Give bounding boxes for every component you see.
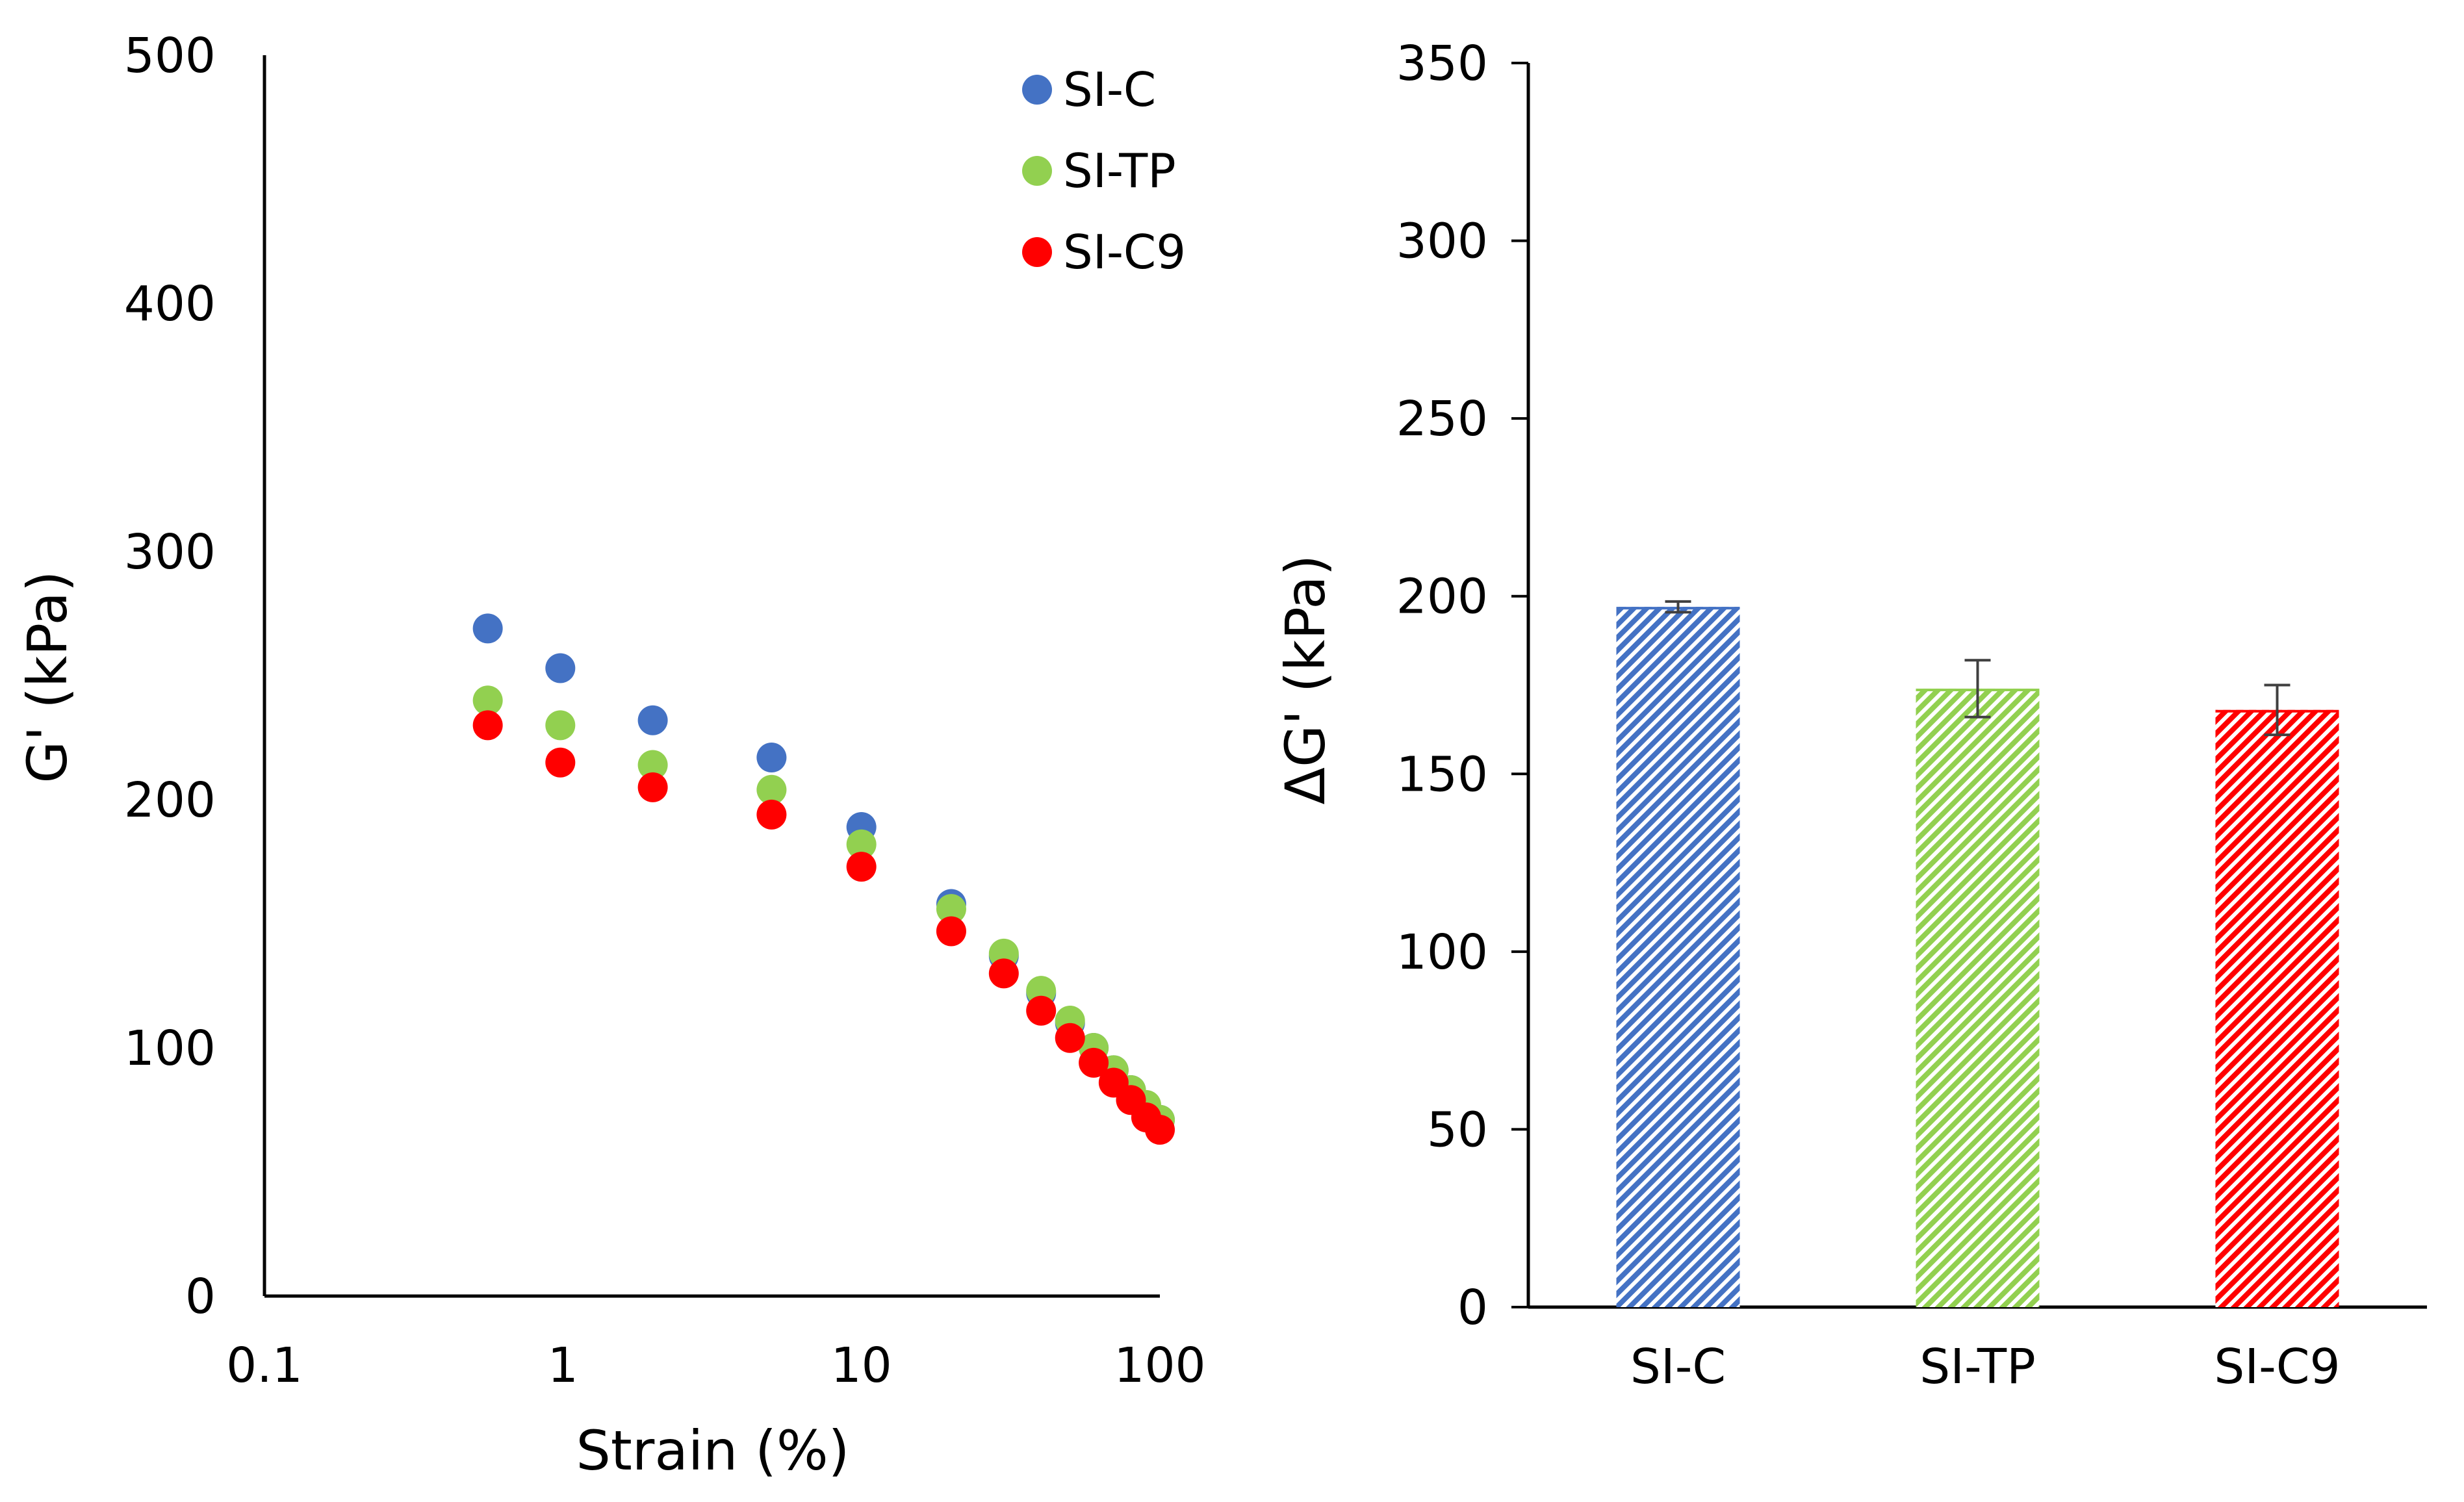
scatter-point-si-tp — [756, 774, 787, 805]
bar-y-tick-label: 0 — [1457, 1280, 1488, 1336]
scatter-point-si-c9 — [1026, 995, 1057, 1026]
scatter-point-si-c — [472, 613, 503, 644]
scatter-point-si-tp — [637, 750, 668, 780]
scatter-point-si-c9 — [1145, 1115, 1175, 1145]
scatter-point-si-tp — [846, 829, 877, 859]
scatter-point-si-tp — [936, 894, 966, 924]
scatter-point-si-tp — [472, 685, 503, 716]
scatter-point-si-c — [545, 653, 576, 683]
bar-y-tick-label: 250 — [1396, 391, 1488, 447]
bar-y-tick-label: 100 — [1396, 924, 1488, 980]
legend-label: SI-C — [1063, 62, 1156, 117]
bar-y-tick-label: 200 — [1396, 569, 1488, 625]
scatter-y-tick-label: 0 — [185, 1269, 216, 1325]
error-bar-si-c — [1665, 600, 1691, 614]
scatter-point-si-c9 — [936, 916, 966, 947]
scatter-point-si-c9 — [756, 799, 787, 830]
scatter-point-si-c9 — [545, 747, 576, 778]
scatter-point-si-c9 — [846, 852, 877, 882]
scatter-point-si-c — [756, 743, 787, 773]
bar-y-tick-label: 300 — [1396, 214, 1488, 270]
bar-bars — [1616, 607, 2339, 1307]
bar-y-tick-label: 350 — [1396, 36, 1488, 92]
scatter-x-tick-label: 10 — [831, 1338, 892, 1394]
scatter-point-si-c9 — [637, 772, 668, 802]
bar-x-tick-label: SI-TP — [1919, 1339, 2036, 1395]
scatter-axes — [263, 55, 1160, 1298]
bar-x-ticks: SI-C SI-TP SI-C9 — [1630, 1339, 2341, 1395]
scatter-x-axis-title: Strain (%) — [576, 1419, 850, 1483]
bar-y-tick-label: 150 — [1396, 746, 1488, 802]
bar-si-c — [1616, 607, 1740, 1307]
bar-y-axis-title: ΔG' (kPa) — [1274, 555, 1337, 805]
error-bar-si-tp — [1964, 659, 1991, 719]
scatter-point-si-tp — [545, 710, 576, 741]
scatter-y-tick-label: 200 — [124, 772, 216, 828]
legend-label: SI-TP — [1063, 144, 1176, 198]
bar-chart: 0 50 100 150 200 250 300 350 SI-C SI-TP SI-C9 ΔG'… — [1274, 36, 2427, 1395]
error-bar-si-c9 — [2264, 683, 2291, 737]
bar-si-c9 — [2215, 709, 2339, 1307]
scatter-point-si-c9 — [988, 958, 1019, 989]
bar-y-ticks: 0 50 100 150 200 250 300 350 — [1396, 36, 1528, 1336]
scatter-y-ticks: 0 100 200 300 400 500 — [124, 28, 216, 1325]
legend-marker-si-tp — [1022, 156, 1052, 186]
bar-y-tick-label: 50 — [1427, 1102, 1488, 1158]
scatter-y-tick-label: 300 — [124, 524, 216, 580]
scatter-y-tick-label: 100 — [124, 1021, 216, 1076]
scatter-x-tick-label: 1 — [548, 1338, 578, 1394]
bar-x-tick-label: SI-C9 — [2214, 1339, 2340, 1395]
legend-marker-si-c — [1022, 75, 1052, 105]
scatter-legend: SI-C SI-TP SI-C9 — [1022, 62, 1186, 279]
legend-marker-si-c9 — [1022, 237, 1052, 267]
scatter-point-si-c9 — [472, 710, 503, 741]
bar-si-tp — [1916, 688, 2040, 1307]
scatter-x-tick-label: 0.1 — [226, 1338, 303, 1394]
bar-x-tick-label: SI-C — [1630, 1339, 1726, 1395]
scatter-points — [472, 613, 1175, 1145]
legend-label: SI-C9 — [1063, 225, 1186, 279]
scatter-y-tick-label: 400 — [124, 276, 216, 332]
scatter-y-tick-label: 500 — [124, 28, 216, 84]
scatter-point-si-c9 — [1055, 1023, 1085, 1053]
scatter-y-axis-title: G' (kPa) — [16, 570, 79, 783]
scatter-x-tick-label: 100 — [1114, 1338, 1205, 1394]
scatter-point-si-c — [637, 705, 668, 735]
scatter-x-ticks: 0.1 1 10 100 — [226, 1338, 1205, 1394]
scatter-point-si-c9 — [1079, 1047, 1109, 1078]
bar-error-bars — [1665, 600, 2291, 737]
